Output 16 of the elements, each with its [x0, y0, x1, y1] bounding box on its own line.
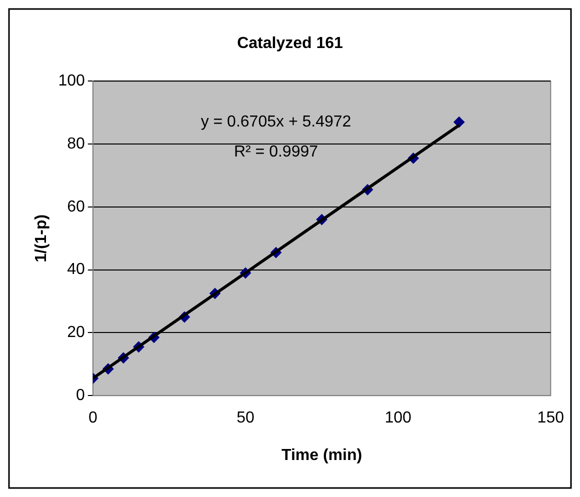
- annotation: y = 0.6705x + 5.4972: [200, 113, 352, 130]
- y-tick-label: 80: [67, 135, 85, 152]
- x-tick-label: 150: [537, 410, 564, 427]
- y-tick-label: 20: [67, 324, 85, 342]
- x-tick-label: 0: [88, 410, 98, 427]
- chart-title: Catalyzed 161: [237, 35, 344, 52]
- x-tick-label: 100: [384, 410, 412, 427]
- point: [454, 116, 465, 128]
- y-tick-label: 40: [67, 261, 85, 278]
- y-tick-label: 60: [67, 198, 85, 216]
- annotation: R² = 0.9997: [234, 143, 318, 160]
- y-axis-title: 1/(1-p): [33, 214, 50, 262]
- x-axis-title: Time (min): [281, 446, 362, 464]
- y-tick-label: 100: [58, 72, 85, 90]
- y-tick-label: 0: [76, 387, 85, 404]
- x-tick-label: 50: [236, 410, 254, 427]
